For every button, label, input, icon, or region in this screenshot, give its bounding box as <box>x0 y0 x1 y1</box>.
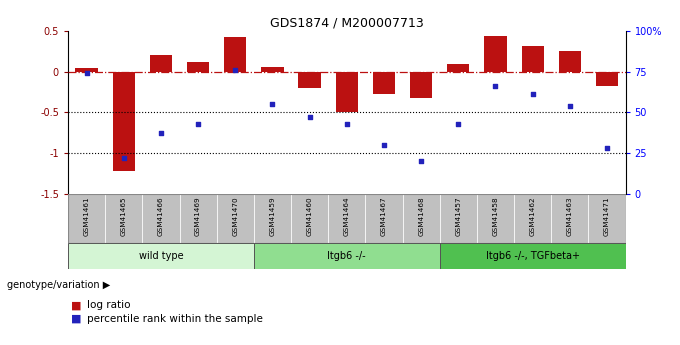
Point <box>118 155 129 161</box>
Text: GSM41471: GSM41471 <box>604 196 610 236</box>
Text: GSM41461: GSM41461 <box>84 196 90 236</box>
Bar <box>224 37 246 72</box>
Bar <box>113 72 135 171</box>
Text: GSM41467: GSM41467 <box>381 196 387 236</box>
Bar <box>328 194 365 243</box>
Bar <box>180 194 217 243</box>
Text: GSM41464: GSM41464 <box>344 196 350 236</box>
Bar <box>291 194 328 243</box>
Text: ■: ■ <box>71 300 82 310</box>
Text: GSM41470: GSM41470 <box>233 196 238 236</box>
Bar <box>336 72 358 112</box>
Point <box>341 121 352 127</box>
Point <box>304 115 315 120</box>
Point <box>527 92 538 97</box>
Text: GSM41466: GSM41466 <box>158 196 164 236</box>
Bar <box>254 243 440 269</box>
Point <box>564 103 575 109</box>
Text: wild type: wild type <box>139 251 183 261</box>
Bar <box>596 72 618 86</box>
Text: ■: ■ <box>71 314 82 324</box>
Text: Itgb6 -/-: Itgb6 -/- <box>328 251 366 261</box>
Point <box>602 145 613 151</box>
Bar <box>68 243 254 269</box>
Point <box>490 83 501 89</box>
Point <box>415 158 426 164</box>
Text: GSM41457: GSM41457 <box>456 196 461 236</box>
Text: GSM41462: GSM41462 <box>530 196 536 236</box>
Bar <box>299 72 321 88</box>
Bar <box>365 194 403 243</box>
Text: log ratio: log ratio <box>87 300 131 310</box>
Text: percentile rank within the sample: percentile rank within the sample <box>87 314 263 324</box>
Bar <box>447 65 469 72</box>
Title: GDS1874 / M200007713: GDS1874 / M200007713 <box>270 17 424 30</box>
Bar <box>142 194 180 243</box>
Bar <box>373 72 395 95</box>
Bar <box>217 194 254 243</box>
Point <box>230 67 241 73</box>
Text: GSM41463: GSM41463 <box>567 196 573 236</box>
Text: GSM41458: GSM41458 <box>492 196 498 236</box>
Bar <box>477 194 514 243</box>
Point <box>453 121 464 127</box>
Bar <box>68 194 105 243</box>
Bar <box>522 47 544 72</box>
Bar <box>105 194 142 243</box>
Bar <box>150 56 172 72</box>
Bar <box>440 194 477 243</box>
Bar <box>410 72 432 98</box>
Text: GSM41469: GSM41469 <box>195 196 201 236</box>
Bar <box>187 62 209 72</box>
Bar <box>440 243 626 269</box>
Text: GSM41465: GSM41465 <box>121 196 126 236</box>
Bar <box>588 194 626 243</box>
Bar <box>254 194 291 243</box>
Text: genotype/variation ▶: genotype/variation ▶ <box>7 280 110 289</box>
Bar <box>484 36 507 72</box>
Bar <box>261 67 284 72</box>
Bar <box>75 68 98 72</box>
Bar <box>559 51 581 72</box>
Bar <box>514 194 551 243</box>
Text: GSM41460: GSM41460 <box>307 196 313 236</box>
Point <box>267 101 278 107</box>
Point <box>81 71 92 76</box>
Point <box>156 131 167 136</box>
Bar <box>403 194 440 243</box>
Bar <box>551 194 588 243</box>
Point <box>192 121 203 127</box>
Text: Itgb6 -/-, TGFbeta+: Itgb6 -/-, TGFbeta+ <box>486 251 579 261</box>
Text: GSM41468: GSM41468 <box>418 196 424 236</box>
Text: GSM41459: GSM41459 <box>269 196 275 236</box>
Point <box>379 142 390 148</box>
